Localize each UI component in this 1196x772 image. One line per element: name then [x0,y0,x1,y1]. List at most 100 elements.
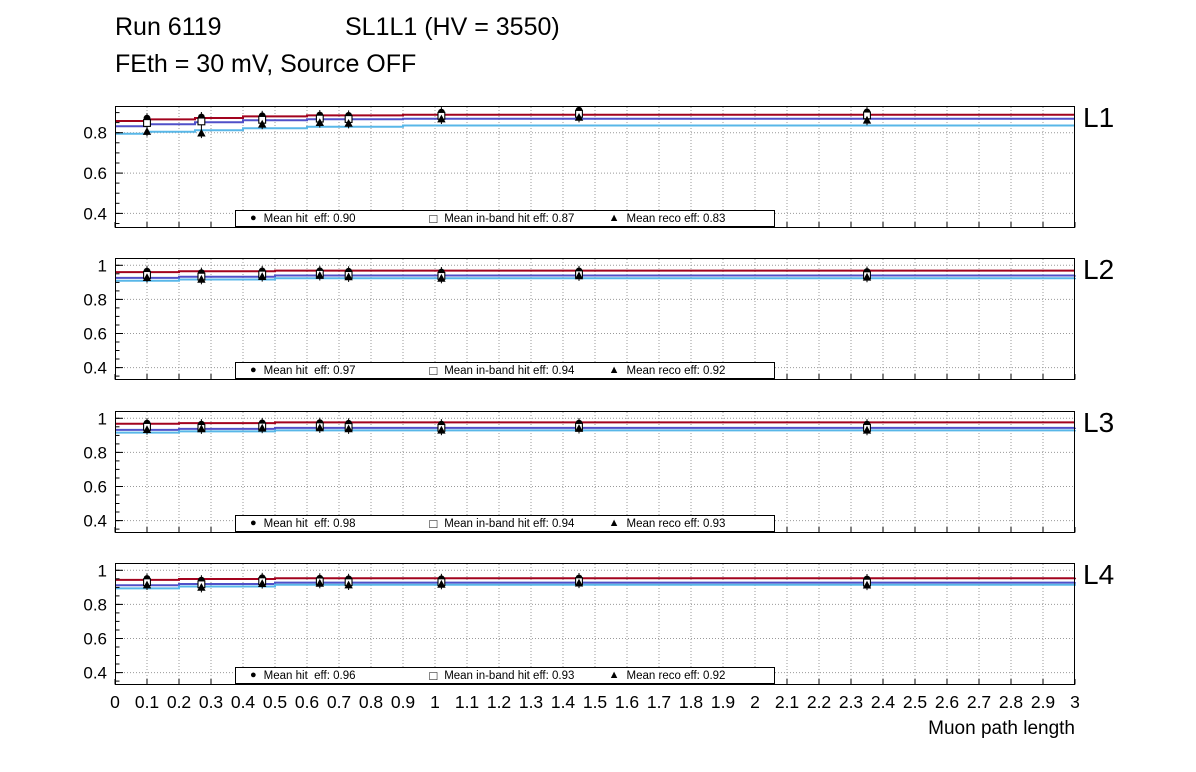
layer-label-l4: L4 [1083,559,1115,590]
reco-eff-marker [437,425,446,434]
legend-label: Mean in-band hit eff: 0.87 [444,212,575,225]
svg-text:0.8: 0.8 [83,595,107,614]
x-tick-label: 1.7 [646,692,672,712]
svg-text:0.6: 0.6 [83,164,107,183]
legend-entry: ▲ Mean reco eff: 0.92 [595,365,774,377]
legend-entry: ▲ Mean reco eff: 0.83 [595,213,774,225]
reco-eff-marker [142,273,152,281]
y-tick-labels: 0.4 0.6 0.8 [83,124,107,224]
layer-label-l1: L1 [1083,102,1115,133]
svg-text:0.6: 0.6 [83,478,107,497]
legend-label: Mean hit eff: 0.90 [263,212,356,225]
layer-label-l2: L2 [1083,254,1115,285]
legend-label: Mean reco eff: 0.83 [626,212,726,225]
reco-eff-marker [258,119,267,128]
svg-text:0.4: 0.4 [83,359,107,378]
data-markers [142,106,872,139]
reco-eff-marker [862,272,872,281]
data-markers [142,265,872,285]
legend-l1: ● Mean hit eff: 0.90 □ Mean in-band hit … [235,210,775,227]
efficiency-panel-l2: 0.4 0.6 0.8 1 [83,258,1076,380]
reco-eff-marker [197,424,206,433]
open-square-icon: □ [429,517,438,530]
legend-label: Mean reco eff: 0.93 [626,517,726,530]
inband-hit-eff-marker [143,119,151,127]
superlayer-title: SL1L1 (HV = 3550) [345,13,560,41]
filled-circle-icon: ● [250,517,257,529]
x-tick-label: 2.6 [934,692,960,712]
x-tick-label: 0.5 [262,692,288,712]
threshold-title: FEth = 30 mV, Source OFF [115,50,417,78]
x-tick-label: 1.3 [518,692,544,712]
reco-eff-marker [344,272,353,281]
grid [115,412,1075,532]
x-tick-label: 0.4 [230,692,256,712]
legend-entry: □ Mean in-band hit eff: 0.93 [415,669,594,682]
reco-eff-marker [437,273,446,282]
reco-eff-marker [344,424,353,433]
legend-l4: ● Mean hit eff: 0.96 □ Mean in-band hit … [235,667,775,684]
filled-circle-icon: ● [250,669,257,681]
reco-eff-marker [344,119,353,127]
mean-hit-eff-line [115,269,1075,274]
legend-label: Mean reco eff: 0.92 [626,669,726,682]
legend-label: Mean in-band hit eff: 0.94 [444,364,575,377]
reco-eff-marker [142,580,152,589]
x-tick-label: 0 [110,692,120,712]
x-tick-label: 1 [430,692,440,712]
reco-eff-marker [142,127,152,135]
x-tick-label: 1.5 [582,692,608,712]
reco-eff-marker [574,578,584,587]
run-title: Run 6119 [115,13,222,41]
data-markers [142,417,872,436]
svg-text:0.6: 0.6 [83,630,107,649]
legend-entry: □ Mean in-band hit eff: 0.94 [415,517,594,530]
x-tick-label: 2.1 [774,692,800,712]
reco-eff-marker [574,271,584,280]
reco-eff-marker [315,578,324,587]
grid [115,107,1075,227]
x-tick-label: 0.2 [166,692,192,712]
x-tick-label: 1.8 [678,692,704,712]
filled-triangle-icon: ▲ [608,212,620,224]
x-tick-label: 1.2 [486,692,512,712]
legend-entry: □ Mean in-band hit eff: 0.87 [415,212,594,225]
x-tick-label: 1.6 [614,692,640,712]
grid [115,259,1075,379]
x-tick-label: 2.3 [838,692,864,712]
reco-eff-marker [862,580,872,589]
x-tick-label: 0.1 [134,692,160,712]
reco-eff-marker [197,128,206,137]
filled-triangle-icon: ▲ [608,669,620,681]
svg-text:0.8: 0.8 [83,124,107,143]
filled-triangle-icon: ▲ [608,364,620,376]
x-tick-label: 2.7 [966,692,992,712]
x-tick-label: 2.8 [998,692,1024,712]
svg-text:0.8: 0.8 [83,443,107,462]
legend-entry: ● Mean hit eff: 0.90 [236,213,415,225]
legend-l2: ● Mean hit eff: 0.97 □ Mean in-band hit … [235,362,775,379]
legend-label: Mean hit eff: 0.97 [263,364,356,377]
plot-frame [115,106,1075,228]
open-square-icon: □ [429,669,438,682]
legend-entry: ▲ Mean reco eff: 0.93 [595,518,774,530]
reco-eff-marker [862,425,872,434]
legend-l3: ● Mean hit eff: 0.98 □ Mean in-band hit … [235,515,775,532]
svg-text:1: 1 [98,258,107,275]
legend-entry: ● Mean hit eff: 0.98 [236,518,415,530]
x-tick-label: 2.4 [870,692,896,712]
x-tick-label: 2.9 [1030,692,1056,712]
x-tick-label: 0.6 [294,692,320,712]
reco-eff-marker [142,425,152,433]
filled-circle-icon: ● [250,364,257,376]
reco-eff-marker [315,118,324,126]
legend-entry: ● Mean hit eff: 0.96 [236,670,415,682]
legend-label: Mean hit eff: 0.96 [263,669,356,682]
reco-eff-marker [862,115,872,124]
x-tick-label: 1.1 [454,692,480,712]
legend-label: Mean in-band hit eff: 0.93 [444,669,575,682]
filled-circle-icon: ● [250,212,257,224]
filled-triangle-icon: ▲ [608,517,620,529]
legend-label: Mean hit eff: 0.98 [263,517,356,530]
